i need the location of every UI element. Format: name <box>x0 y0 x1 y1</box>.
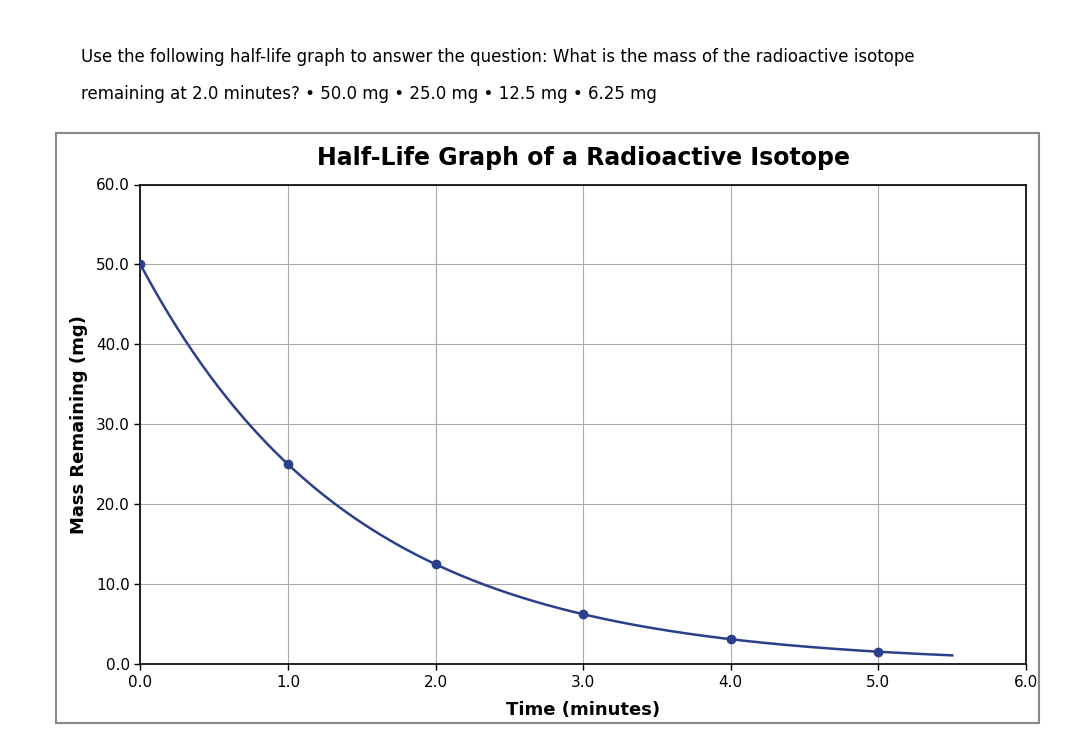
X-axis label: Time (minutes): Time (minutes) <box>507 700 660 719</box>
Text: Use the following half-life graph to answer the question: What is the mass of th: Use the following half-life graph to ans… <box>81 48 915 66</box>
Text: remaining at 2.0 minutes? • 50.0 mg • 25.0 mg • 12.5 mg • 6.25 mg: remaining at 2.0 minutes? • 50.0 mg • 25… <box>81 85 657 103</box>
Title: Half-Life Graph of a Radioactive Isotope: Half-Life Graph of a Radioactive Isotope <box>316 146 850 170</box>
Y-axis label: Mass Remaining (mg): Mass Remaining (mg) <box>70 315 87 534</box>
